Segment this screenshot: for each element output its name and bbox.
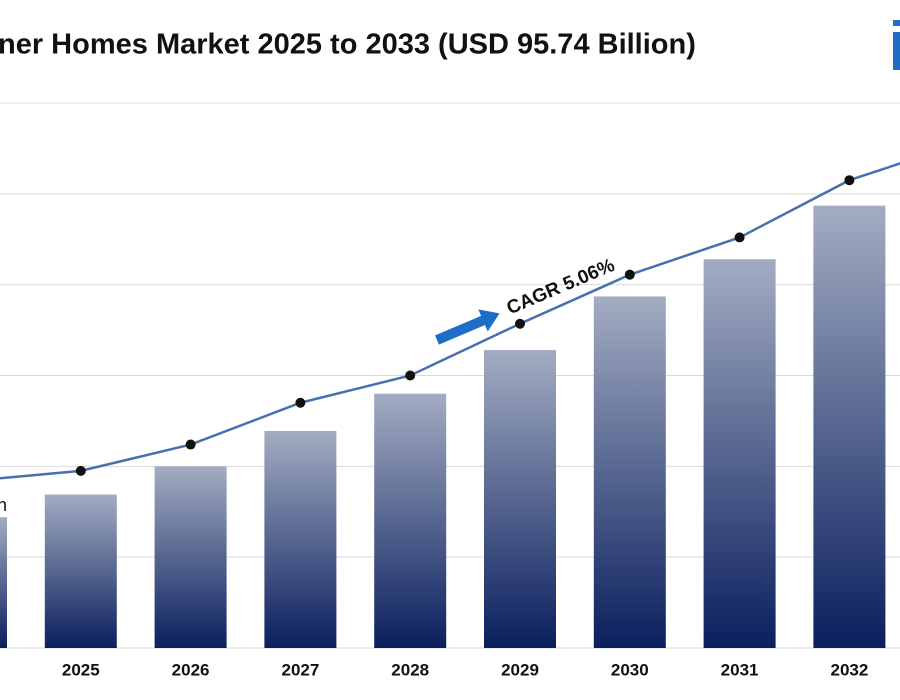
bars xyxy=(0,205,886,648)
bar xyxy=(264,430,337,648)
line-point xyxy=(515,318,525,329)
bar xyxy=(813,205,886,648)
line-point xyxy=(734,232,745,243)
line-point xyxy=(185,439,196,450)
bar xyxy=(0,517,7,648)
line-point xyxy=(75,465,86,476)
x-tick-label: 2029 xyxy=(501,660,539,679)
line-point xyxy=(405,370,416,381)
line-point xyxy=(624,269,635,280)
x-tick-label: 2030 xyxy=(611,660,649,679)
grid xyxy=(0,102,900,649)
start-value-label: n xyxy=(0,495,7,515)
cagr-arrow xyxy=(435,309,500,345)
arrow-shaft xyxy=(435,315,487,345)
logo-dot xyxy=(893,20,900,26)
logo xyxy=(893,20,900,70)
arrow-head xyxy=(478,309,500,332)
bar xyxy=(154,466,227,648)
chart-title: ner Homes Market 2025 to 2033 (USD 95.74… xyxy=(0,29,696,61)
line-point xyxy=(295,397,306,408)
bar xyxy=(593,296,666,648)
bar xyxy=(44,494,117,648)
line-series xyxy=(0,162,900,480)
line-point xyxy=(844,175,855,186)
x-tick-label: 2025 xyxy=(62,660,100,679)
bar xyxy=(703,259,776,648)
x-tick-label: 2032 xyxy=(830,660,868,679)
bar xyxy=(374,393,447,648)
x-tick-label: 2031 xyxy=(721,660,759,679)
x-tick-label: 2027 xyxy=(281,660,319,679)
x-tick-label: 2028 xyxy=(391,660,429,679)
logo-stem xyxy=(893,32,900,70)
x-tick-label: 2026 xyxy=(172,660,210,679)
bar xyxy=(484,350,556,648)
trend-line xyxy=(0,162,900,480)
